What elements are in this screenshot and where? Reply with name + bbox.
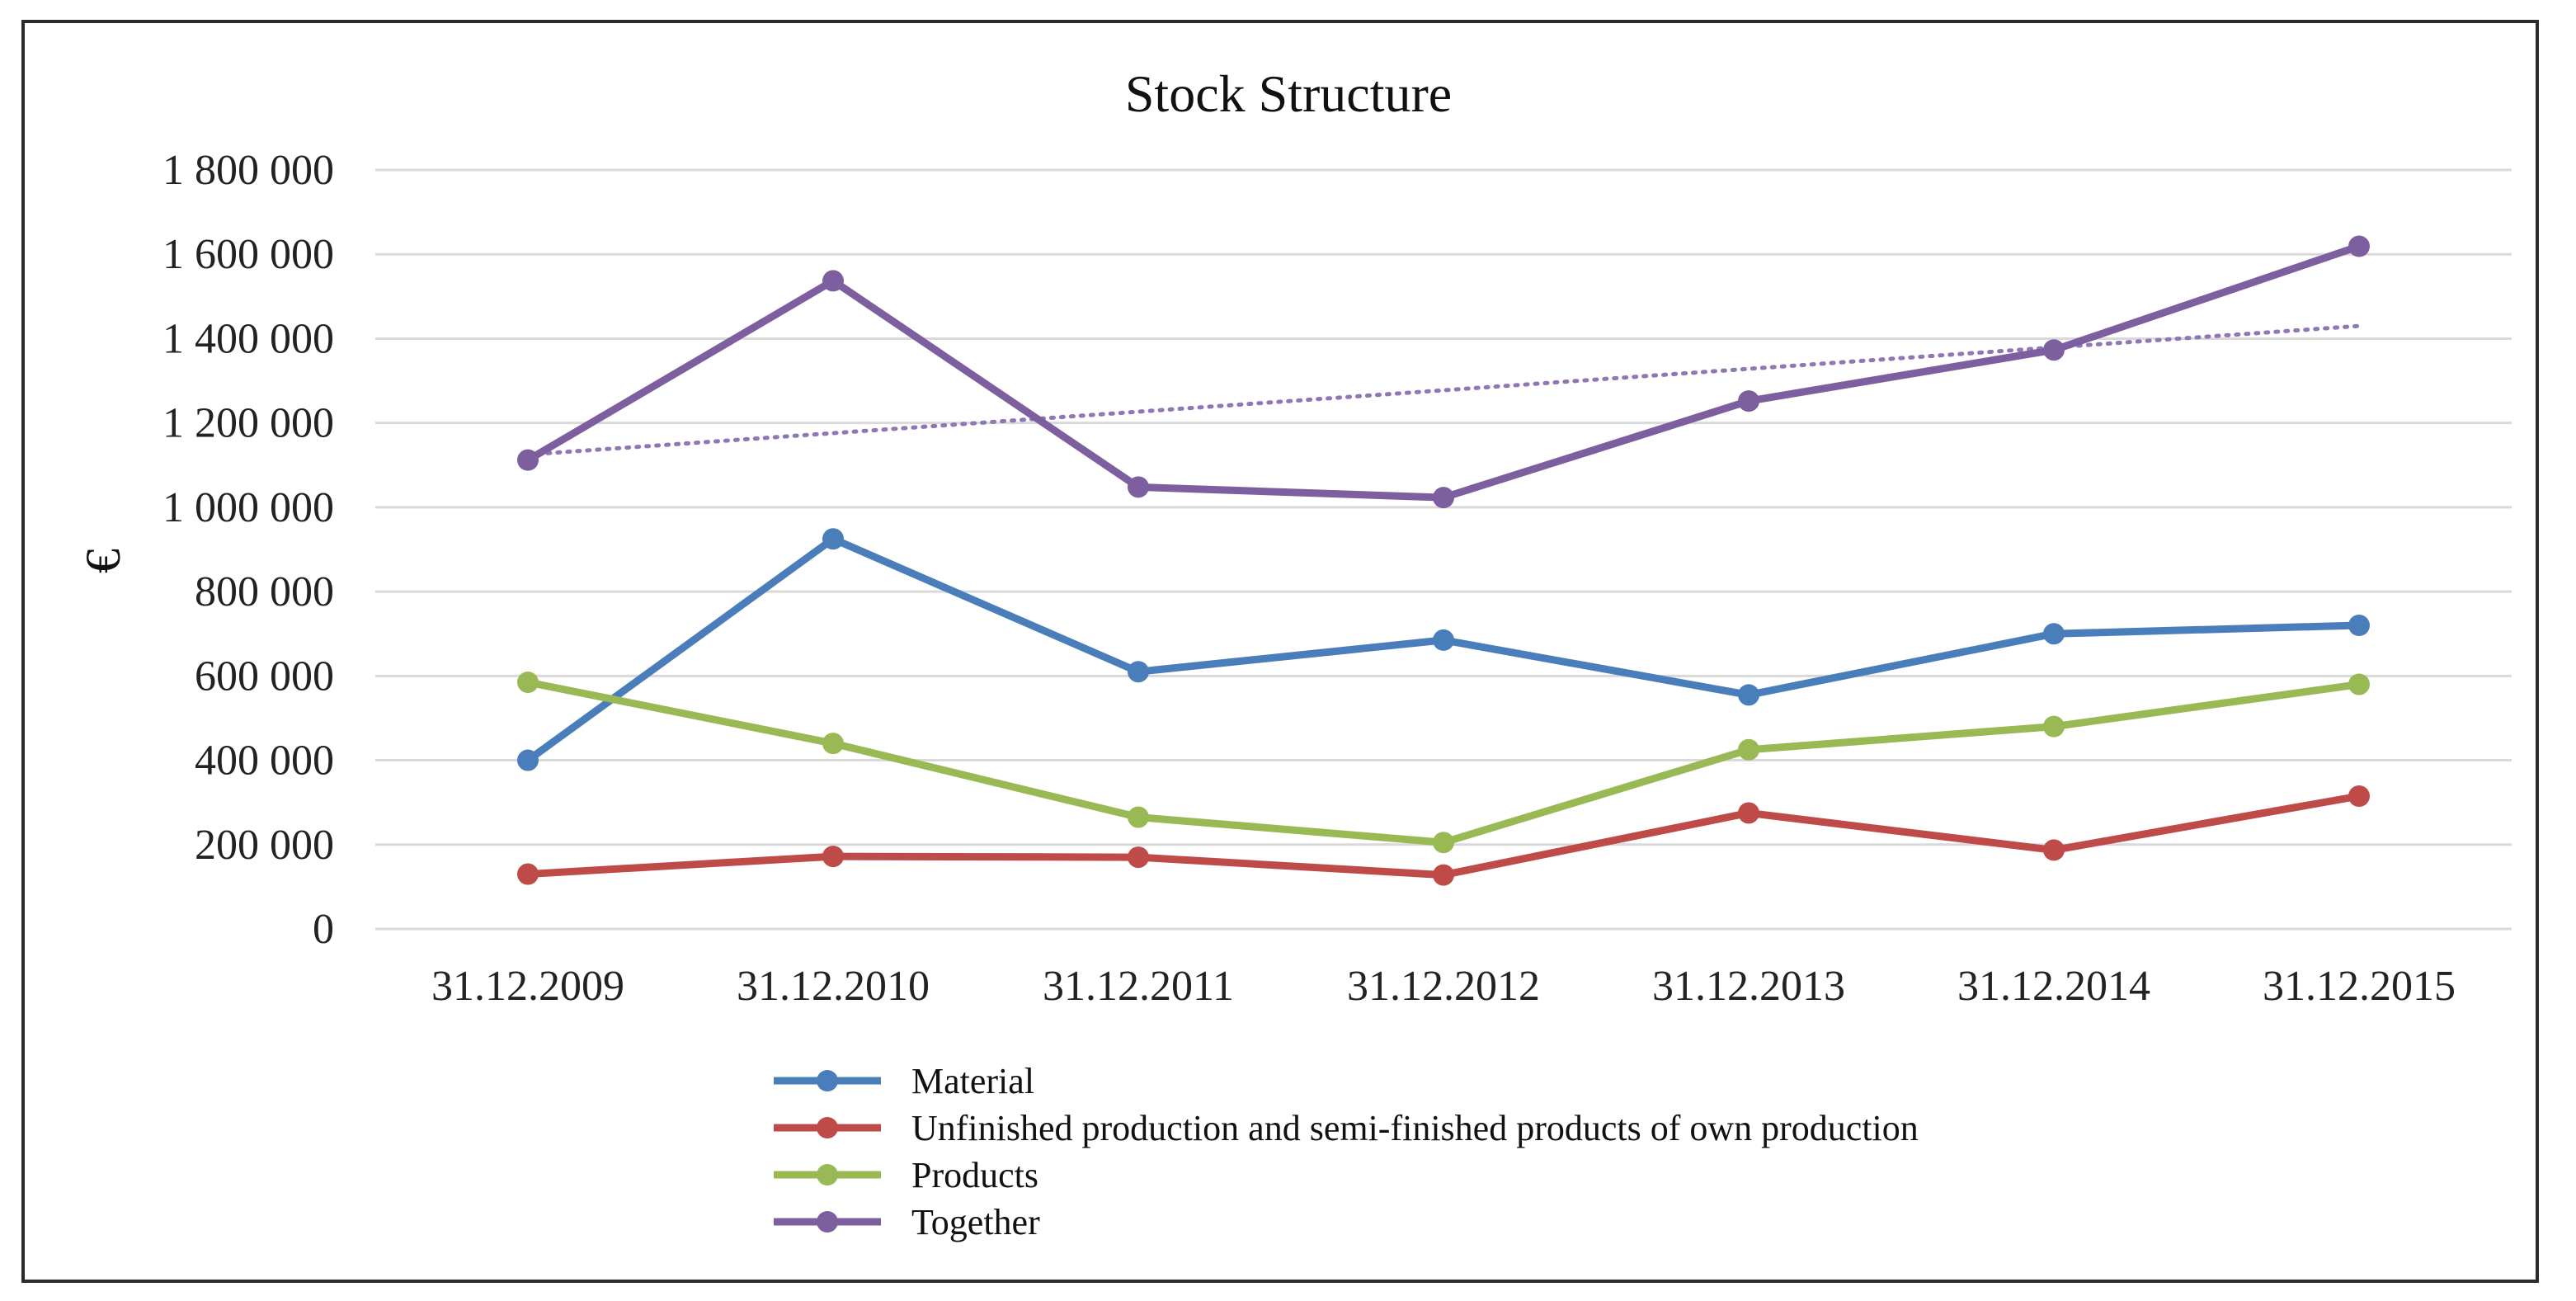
- material-point: [1738, 684, 1759, 706]
- material-point: [1433, 629, 1454, 651]
- legend-label: Products: [911, 1155, 1038, 1195]
- legend-label: Unfinished production and semi-finished …: [911, 1108, 1919, 1148]
- chart-frame: [21, 20, 2539, 1283]
- products-point: [2348, 673, 2370, 695]
- legend-label: Together: [911, 1202, 1040, 1242]
- material-point: [822, 528, 844, 550]
- together-point: [1433, 487, 1454, 509]
- y-tick-label: 1 000 000: [162, 484, 334, 531]
- together-trendline: [525, 323, 2362, 457]
- unfinished-point: [2348, 785, 2370, 807]
- y-tick-label: 400 000: [195, 738, 334, 785]
- series-layer: [517, 235, 2370, 886]
- legend-marker: [817, 1211, 838, 1233]
- y-tick-label: 0: [313, 906, 334, 953]
- material-point: [2043, 623, 2065, 645]
- legend-item-together: Together: [774, 1202, 1040, 1242]
- y-tick-label: 200 000: [195, 822, 334, 869]
- y-tick-label: 800 000: [195, 568, 334, 615]
- x-tick-label: 31.12.2009: [431, 963, 624, 1010]
- y-tick-label: 1 200 000: [162, 400, 334, 447]
- products-point: [822, 733, 844, 755]
- unfinished-point: [2043, 839, 2065, 861]
- products-point: [1738, 738, 1759, 761]
- series-products: [517, 672, 2370, 854]
- gridlines: [375, 168, 2512, 931]
- x-tick-label: 31.12.2011: [1043, 963, 1234, 1010]
- y-axis-label: €: [76, 549, 130, 573]
- x-axis-ticks: 31.12.2009 31.12.2010 31.12.2011 31.12.2012…: [431, 963, 2456, 1010]
- unfinished-point: [1738, 802, 1759, 824]
- y-tick-label: 1 600 000: [162, 231, 334, 278]
- trendline-layer: [525, 323, 2362, 457]
- chart-title: Stock Structure: [1125, 64, 1452, 123]
- x-tick-label: 31.12.2013: [1652, 963, 1845, 1010]
- x-tick-label: 31.12.2014: [1957, 963, 2150, 1010]
- together-point: [1738, 390, 1759, 412]
- y-tick-label: 1 800 000: [162, 147, 334, 194]
- series-unfinished: [517, 785, 2370, 886]
- legend: Material Unfinished production and semi-f…: [774, 1061, 1919, 1242]
- products-point: [1433, 832, 1454, 854]
- legend-item-products: Products: [774, 1155, 1038, 1195]
- products-point: [517, 672, 539, 693]
- legend-marker: [817, 1164, 838, 1186]
- material-point: [517, 749, 539, 771]
- unfinished-point: [1433, 864, 1454, 886]
- y-axis-ticks: 0 200 000 400 000 600 000 800 000 1 000 000 1 …: [162, 147, 334, 953]
- together-line: [524, 243, 2363, 502]
- legend-marker: [817, 1070, 838, 1091]
- products-point: [1128, 806, 1149, 828]
- products-line: [524, 678, 2363, 846]
- y-tick-label: 600 000: [195, 653, 334, 700]
- series-together: [517, 235, 2370, 509]
- together-point: [2043, 339, 2065, 361]
- products-point: [2043, 715, 2065, 738]
- unfinished-point: [822, 846, 844, 868]
- y-tick-label: 1 400 000: [162, 315, 334, 362]
- unfinished-point: [1128, 846, 1149, 869]
- series-material: [517, 528, 2370, 771]
- unfinished-point: [517, 863, 539, 885]
- together-point: [822, 270, 844, 292]
- material-point: [1128, 661, 1149, 683]
- together-point: [1128, 476, 1149, 498]
- x-tick-label: 31.12.2015: [2263, 963, 2456, 1010]
- material-point: [2348, 615, 2370, 636]
- legend-item-unfinished: Unfinished production and semi-finished …: [774, 1108, 1919, 1148]
- legend-marker: [817, 1117, 838, 1138]
- x-tick-label: 31.12.2010: [737, 963, 930, 1010]
- x-tick-label: 31.12.2012: [1347, 963, 1540, 1010]
- together-point: [2348, 235, 2370, 257]
- legend-item-material: Material: [774, 1061, 1034, 1101]
- legend-label: Material: [911, 1061, 1034, 1101]
- together-point: [517, 449, 539, 471]
